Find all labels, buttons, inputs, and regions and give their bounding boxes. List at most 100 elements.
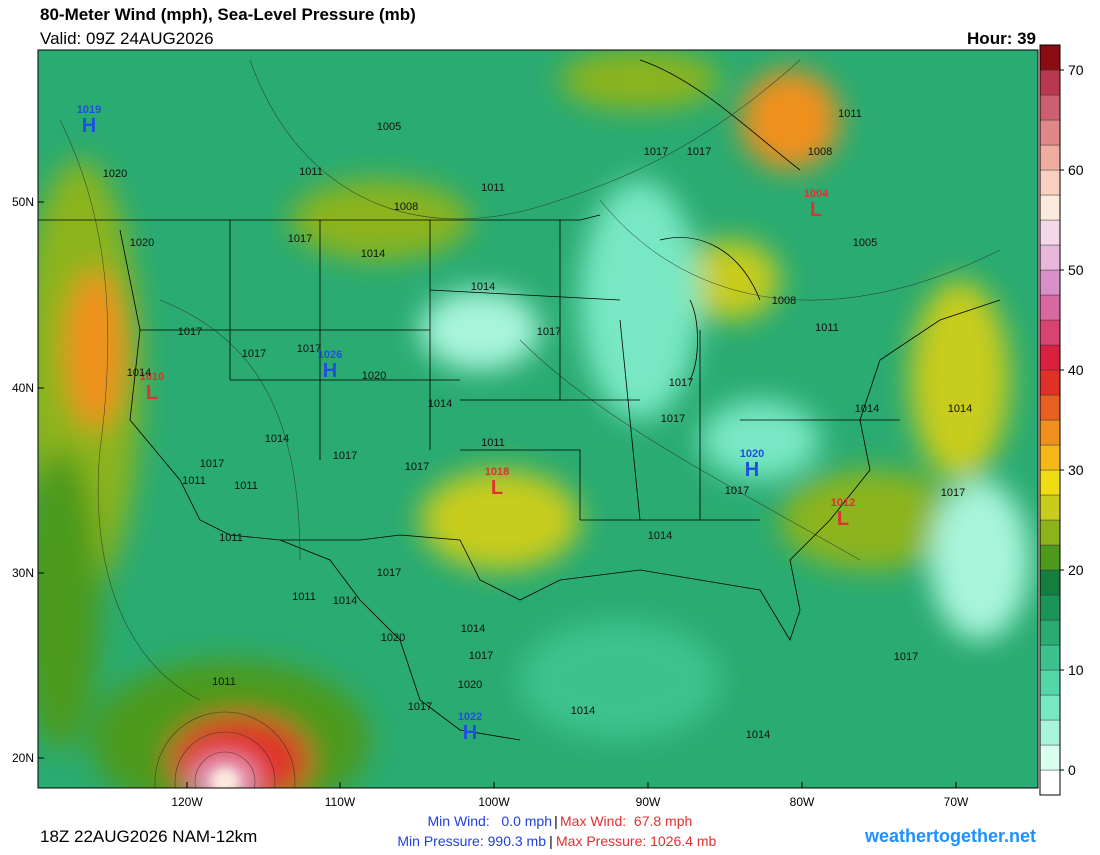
pressure-labels: 1019H1026H1020H1022H1010L1004L1018L1012L… xyxy=(77,104,972,744)
axis-labels: 50N 40N 30N 20N 120W 110W 100W 90W 80W 70W xyxy=(12,195,969,809)
isobar-label: 1020 xyxy=(362,370,386,382)
isobar-label: 1017 xyxy=(288,233,312,245)
colorbar-bin xyxy=(1039,444,1061,471)
colorbar-bin xyxy=(1039,119,1061,146)
isobar-label: 1005 xyxy=(377,121,401,133)
colorbar-bin xyxy=(1039,644,1061,671)
center-letter: L xyxy=(810,199,822,221)
center-value: 1010 xyxy=(140,371,164,383)
forecast-hour: Hour: 39 xyxy=(967,29,1036,48)
lat-label: 50N xyxy=(12,195,34,209)
isobar-label: 1014 xyxy=(333,595,357,607)
colorbar-bin xyxy=(1039,619,1061,646)
center-letter: H xyxy=(323,360,337,382)
isobar-label: 1017 xyxy=(941,487,965,499)
separator: | xyxy=(549,833,553,849)
center-letter: H xyxy=(463,722,477,744)
center-value: 1012 xyxy=(831,497,855,509)
isobar-label: 1020 xyxy=(130,237,154,249)
colorbar-bin xyxy=(1039,319,1061,346)
isobar-label: 1017 xyxy=(661,413,685,425)
valid-time: Valid: 09Z 24AUG2026 xyxy=(40,29,214,48)
colorbar-bin xyxy=(1039,94,1061,121)
colorbar-bin xyxy=(1039,494,1061,521)
isobar-label: 1014 xyxy=(361,248,385,260)
isobar-label: 1014 xyxy=(265,433,289,445)
isobar-label: 1017 xyxy=(644,146,668,158)
center-value: 1019 xyxy=(77,104,101,116)
lon-label: 70W xyxy=(944,795,969,809)
colorbar-label: 40 xyxy=(1068,362,1084,378)
colorbar: 0 10 20 30 40 50 60 70 xyxy=(1039,44,1084,796)
isobar-label: 1017 xyxy=(405,461,429,473)
center-value: 1018 xyxy=(485,466,509,478)
isobar-label: 1014 xyxy=(948,403,972,415)
lon-label: 100W xyxy=(478,795,510,809)
isobar-label: 1011 xyxy=(234,480,258,492)
colorbar-bin xyxy=(1039,744,1061,771)
colorbar-bin xyxy=(1039,694,1061,721)
map-frame xyxy=(37,49,1039,789)
isobar-label: 1017 xyxy=(687,146,711,158)
isobar-label: 1017 xyxy=(537,326,561,338)
colorbar-bin xyxy=(1039,144,1061,171)
colorbar-bin xyxy=(1039,69,1061,96)
lat-label: 30N xyxy=(12,566,34,580)
separator: | xyxy=(554,813,558,829)
colorbar-bin xyxy=(1039,519,1061,546)
isobars xyxy=(59,59,1001,788)
colorbar-frame xyxy=(1039,44,1061,796)
isobar-label: 1011 xyxy=(815,322,839,334)
colorbar-bin xyxy=(1039,169,1061,196)
colorbar-label: 10 xyxy=(1068,662,1084,678)
colorbar-label: 70 xyxy=(1068,62,1084,78)
center-letter: L xyxy=(491,477,503,499)
colorbar-bin xyxy=(1039,419,1061,446)
colorbar-bin xyxy=(1039,369,1061,396)
lon-label: 110W xyxy=(325,795,356,809)
center-letter: H xyxy=(745,459,759,481)
colorbar-bin xyxy=(1039,769,1061,796)
borders xyxy=(38,59,1001,741)
isobar-label: 1011 xyxy=(299,166,323,178)
isobar-label: 1014 xyxy=(648,530,672,542)
colorbar-bin xyxy=(1039,44,1061,71)
colorbar-bin xyxy=(1039,719,1061,746)
colorbar-label: 50 xyxy=(1068,262,1084,278)
isobar-label: 1017 xyxy=(242,348,266,360)
lon-label: 80W xyxy=(790,795,815,809)
colorbar-bin xyxy=(1039,569,1061,596)
colorbar-bin xyxy=(1039,294,1061,321)
wind-shading xyxy=(38,50,1030,788)
isobar-label: 1017 xyxy=(725,485,749,497)
max-pressure: Max Pressure: 1026.4 mb xyxy=(556,833,717,849)
isobar-label: 1011 xyxy=(292,591,316,603)
colorbar-bin xyxy=(1039,244,1061,271)
map-field: 1019H1026H1020H1022H1010L1004L1018L1012L… xyxy=(38,50,1038,788)
isobar-label: 1014 xyxy=(461,623,485,635)
isobar-label: 1008 xyxy=(394,201,418,213)
colorbar-bin xyxy=(1039,344,1061,371)
isobar-label: 1017 xyxy=(669,377,693,389)
colorbar-bin xyxy=(1039,594,1061,621)
colorbar-label: 20 xyxy=(1068,562,1084,578)
center-letter: H xyxy=(82,115,96,137)
isobar-label: 1017 xyxy=(200,458,224,470)
isobar-label: 1014 xyxy=(746,729,770,741)
isobar-label: 1014 xyxy=(571,705,595,717)
isobar-label: 1011 xyxy=(219,532,243,544)
lon-label: 90W xyxy=(636,795,661,809)
colorbar-bin xyxy=(1039,469,1061,496)
center-letter: L xyxy=(837,508,849,530)
model-run: 18Z 22AUG2026 NAM-12km xyxy=(40,827,257,846)
colorbar-bin xyxy=(1039,219,1061,246)
isobar-label: 1011 xyxy=(481,182,505,194)
isobar-label: 1011 xyxy=(212,676,236,688)
isobar-label: 1011 xyxy=(481,437,505,449)
colorbar-label: 0 xyxy=(1068,762,1076,778)
max-wind: Max Wind: 67.8 mph xyxy=(560,813,692,829)
isobar-label: 1008 xyxy=(772,295,796,307)
isobar-label: 1011 xyxy=(838,108,862,120)
isobar-label: 1017 xyxy=(408,701,432,713)
